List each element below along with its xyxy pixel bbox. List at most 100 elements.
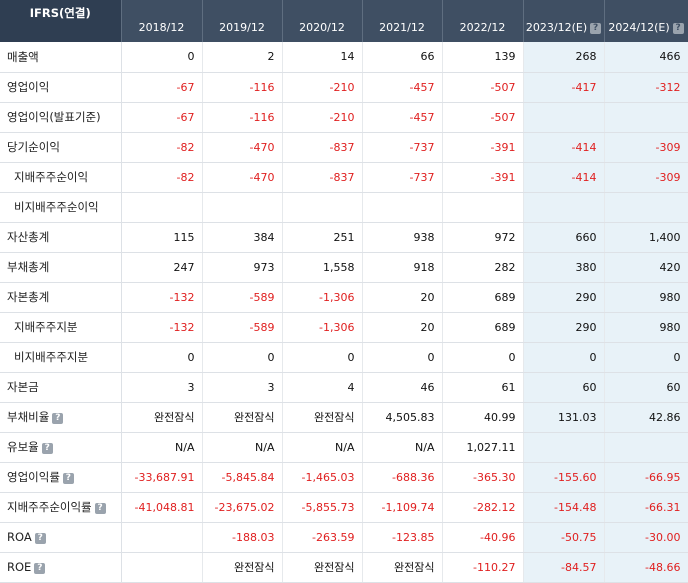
value-cell: -132 bbox=[121, 312, 203, 343]
row-label: 자본총계 bbox=[7, 290, 50, 304]
value-cell: -737 bbox=[362, 132, 443, 163]
table-row: 영업이익(발표기준) -67 -116 -210 -457 -507 bbox=[0, 102, 688, 133]
value-cell: -210 bbox=[282, 102, 363, 133]
help-icon[interactable]: ? bbox=[62, 473, 74, 484]
value-cell: -82 bbox=[121, 162, 203, 193]
value-cell: 46 bbox=[362, 372, 443, 403]
value-cell: 3 bbox=[202, 372, 283, 403]
value-cell: 완전잠식 bbox=[362, 552, 443, 583]
row-label-cell: 자산총계 bbox=[0, 222, 122, 253]
table-row: 부채비율? 완전잠식 완전잠식 완전잠식 4,505.83 40.99 131.03 42.8… bbox=[0, 402, 688, 433]
value-cell: 0 bbox=[282, 342, 363, 373]
table-body: 매출액 0 2 14 66 139 268 466 영업이익 -67 -116 -210 -457 -50… bbox=[0, 42, 688, 583]
value-cell: 1,558 bbox=[282, 252, 363, 283]
value-cell: -414 bbox=[523, 132, 605, 163]
help-icon[interactable]: ? bbox=[94, 503, 106, 514]
row-label: 매출액 bbox=[7, 49, 39, 64]
header-row: IFRS(연결) 2018/12 2019/12 2020/12 2021/12 202… bbox=[0, 0, 688, 42]
row-label-cell: 부채총계 bbox=[0, 252, 122, 283]
table-row: 지배주주순이익률? -41,048.81 -23,675.02 -5,855.73 -1… bbox=[0, 492, 688, 523]
help-icon[interactable]: ? bbox=[672, 23, 684, 34]
help-icon[interactable]: ? bbox=[34, 533, 46, 544]
help-icon[interactable]: ? bbox=[52, 413, 64, 424]
row-label: 유보율 bbox=[7, 440, 39, 454]
help-icon[interactable]: ? bbox=[41, 443, 53, 454]
value-cell: 972 bbox=[442, 222, 524, 253]
value-cell: 1,400 bbox=[604, 222, 688, 253]
value-cell bbox=[604, 102, 688, 133]
value-cell: -507 bbox=[442, 102, 524, 133]
value-cell: 42.86 bbox=[604, 402, 688, 433]
value-cell: 660 bbox=[523, 222, 605, 253]
column-header-label: 2022/12 bbox=[459, 21, 506, 34]
help-icon[interactable]: ? bbox=[590, 23, 602, 34]
value-cell: 973 bbox=[202, 252, 283, 283]
value-cell bbox=[523, 102, 605, 133]
column-header-label: 2021/12 bbox=[379, 21, 425, 34]
table-row: ROA? -188.03 -263.59 -123.85 -40.96 -50.75 -30… bbox=[0, 522, 688, 553]
value-cell: -470 bbox=[202, 132, 283, 163]
value-cell: -688.36 bbox=[362, 462, 443, 493]
value-cell: -23,675.02 bbox=[202, 492, 283, 523]
value-cell: 4,505.83 bbox=[362, 402, 443, 433]
value-cell: 완전잠식 bbox=[121, 402, 203, 433]
column-header-1: 2019/12 bbox=[202, 0, 283, 42]
value-cell: 689 bbox=[442, 282, 524, 313]
value-cell: 완전잠식 bbox=[282, 402, 363, 433]
value-cell: N/A bbox=[121, 432, 203, 463]
value-cell: -154.48 bbox=[523, 492, 605, 523]
row-label-cell: ROE? bbox=[0, 552, 122, 583]
row-label-cell: 비지배주주순이익 bbox=[0, 192, 122, 223]
value-cell: 1,027.11 bbox=[442, 432, 524, 463]
value-cell: -41,048.81 bbox=[121, 492, 203, 523]
value-cell: -589 bbox=[202, 312, 283, 343]
column-header-label: 2023/12(E) bbox=[525, 21, 588, 34]
value-cell bbox=[121, 192, 203, 223]
value-cell: -33,687.91 bbox=[121, 462, 203, 493]
value-cell: -309 bbox=[604, 162, 688, 193]
value-cell: -737 bbox=[362, 162, 443, 193]
row-label: 지배주주순이익 bbox=[14, 170, 89, 184]
value-cell: 290 bbox=[523, 282, 605, 313]
column-header-label: 2024/12(E) bbox=[608, 21, 670, 34]
value-cell: -48.66 bbox=[604, 552, 688, 583]
row-label: 영업이익(발표기준) bbox=[7, 110, 101, 124]
value-cell: -1,465.03 bbox=[282, 462, 363, 493]
value-cell: 0 bbox=[604, 342, 688, 373]
row-label-cell: 지배주주순이익 bbox=[0, 162, 122, 193]
value-cell: -67 bbox=[121, 72, 203, 103]
value-cell: 251 bbox=[282, 222, 363, 253]
value-cell: 131.03 bbox=[523, 402, 605, 433]
value-cell bbox=[282, 192, 363, 223]
value-cell: 980 bbox=[604, 312, 688, 343]
value-cell: 282 bbox=[442, 252, 524, 283]
column-header-3: 2021/12 bbox=[362, 0, 443, 42]
value-cell: -5,855.73 bbox=[282, 492, 363, 523]
column-header-2: 2020/12 bbox=[282, 0, 363, 42]
row-label: 지배주주지분 bbox=[14, 320, 78, 334]
value-cell: -67 bbox=[121, 102, 203, 133]
value-cell: -837 bbox=[282, 132, 363, 163]
value-cell: -312 bbox=[604, 72, 688, 103]
help-icon[interactable]: ? bbox=[34, 563, 46, 574]
row-label: 부채비율 bbox=[7, 410, 50, 424]
row-label: 비지배주주지분 bbox=[14, 350, 89, 364]
value-cell: -66.31 bbox=[604, 492, 688, 523]
row-label-cell: 매출액 bbox=[0, 42, 122, 73]
value-cell: 0 bbox=[442, 342, 524, 373]
value-cell: 139 bbox=[442, 42, 524, 73]
value-cell bbox=[523, 432, 605, 463]
value-cell: 60 bbox=[604, 372, 688, 403]
value-cell bbox=[604, 192, 688, 223]
value-cell: 60 bbox=[523, 372, 605, 403]
value-cell: N/A bbox=[362, 432, 443, 463]
row-label-cell: 자본총계 bbox=[0, 282, 122, 313]
value-cell bbox=[604, 432, 688, 463]
column-header-5: 2023/12(E)? bbox=[523, 0, 605, 42]
value-cell: 0 bbox=[121, 42, 203, 73]
value-cell: -210 bbox=[282, 72, 363, 103]
value-cell: N/A bbox=[202, 432, 283, 463]
row-label: 자산총계 bbox=[7, 230, 50, 244]
value-cell: -282.12 bbox=[442, 492, 524, 523]
